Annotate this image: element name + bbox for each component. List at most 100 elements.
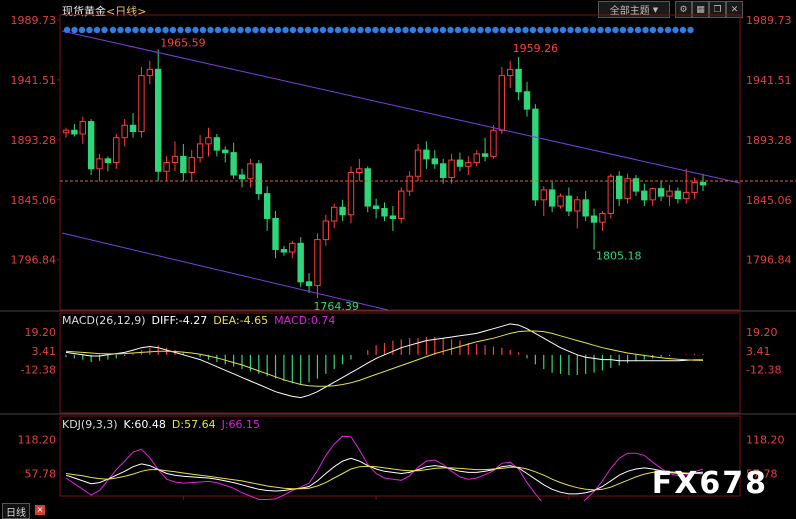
kdj-legend-k: K:60.48 bbox=[123, 418, 166, 431]
event-dot bbox=[289, 26, 297, 34]
low-label: 1805.18 bbox=[596, 250, 642, 263]
low-label: 1764.39 bbox=[313, 300, 359, 313]
candle-body bbox=[188, 157, 195, 174]
candle-body bbox=[439, 163, 447, 178]
close-button[interactable]: ✕ bbox=[726, 1, 743, 18]
event-dot bbox=[282, 26, 289, 34]
event-dot bbox=[627, 26, 634, 34]
trendline-upper bbox=[61, 30, 741, 184]
event-dot bbox=[589, 26, 597, 34]
event-dot bbox=[484, 26, 492, 34]
candle-body bbox=[322, 220, 330, 241]
candle-body bbox=[632, 178, 640, 192]
settings-button[interactable]: ⚙ bbox=[675, 1, 692, 18]
event-dot bbox=[402, 26, 409, 34]
event-dot bbox=[297, 26, 304, 34]
candle-body bbox=[87, 121, 95, 170]
event-dot bbox=[447, 26, 454, 34]
candle-body bbox=[263, 193, 271, 219]
tab-daily[interactable]: 日线 bbox=[2, 503, 30, 519]
price-tick-right: 1845.06 bbox=[746, 194, 792, 207]
restore-icon: ❐ bbox=[713, 4, 722, 15]
event-dot bbox=[454, 26, 462, 34]
event-dot bbox=[612, 26, 619, 34]
macd-tick-left: -12.38 bbox=[21, 364, 56, 377]
event-dot bbox=[439, 26, 447, 34]
macd-legend-dea: DEA:-4.65 bbox=[213, 314, 269, 327]
candle-body bbox=[289, 242, 296, 253]
candle-body bbox=[674, 190, 682, 200]
event-dot bbox=[634, 26, 642, 34]
restore-button[interactable]: ❐ bbox=[709, 1, 726, 18]
candle-body bbox=[557, 195, 564, 207]
event-dot bbox=[177, 26, 184, 34]
candle-body bbox=[247, 163, 254, 180]
candle-body bbox=[515, 68, 522, 93]
event-dot bbox=[199, 26, 207, 34]
chevron-down-icon: ▼ bbox=[652, 5, 659, 14]
event-dot bbox=[169, 26, 177, 34]
kdj-tick-left: 57.78 bbox=[25, 468, 57, 481]
candle-body bbox=[314, 239, 321, 287]
close-tab-icon[interactable]: × bbox=[35, 505, 45, 515]
event-dot bbox=[597, 26, 604, 34]
candle-body bbox=[121, 124, 128, 139]
candle-body bbox=[448, 159, 455, 178]
event-dot bbox=[259, 26, 267, 34]
event-dot bbox=[124, 26, 132, 34]
candle-body bbox=[456, 159, 464, 167]
candle-body bbox=[389, 215, 397, 219]
gear-icon: ⚙ bbox=[679, 4, 688, 15]
candle-body bbox=[523, 91, 531, 110]
candle-body bbox=[213, 137, 221, 151]
macd-legend-macd: MACD:0.74 bbox=[274, 314, 336, 327]
event-dot bbox=[574, 26, 582, 34]
candle-body bbox=[129, 124, 137, 132]
candle-body bbox=[104, 158, 112, 164]
candle-body bbox=[406, 175, 413, 192]
event-dot bbox=[274, 26, 282, 34]
event-dot bbox=[522, 26, 529, 34]
candle-body bbox=[465, 162, 472, 167]
kdj-tick-right: 57.78 bbox=[746, 468, 778, 481]
event-dot bbox=[207, 26, 214, 34]
high-label: 1965.59 bbox=[160, 36, 206, 49]
candle-body bbox=[657, 188, 665, 197]
macd-dea-line bbox=[65, 330, 704, 387]
candle-body bbox=[414, 149, 422, 177]
grid-icon: ▦ bbox=[696, 4, 705, 15]
candle-body bbox=[565, 195, 573, 212]
candle-body bbox=[372, 205, 380, 210]
event-dot bbox=[252, 26, 259, 34]
event-dot bbox=[334, 26, 342, 34]
event-dot bbox=[342, 26, 349, 34]
event-dot bbox=[101, 26, 108, 34]
event-dot bbox=[664, 26, 672, 34]
event-dot bbox=[492, 26, 499, 34]
event-dot bbox=[604, 26, 612, 34]
macd-tick-right: 3.41 bbox=[746, 345, 771, 358]
candle-body bbox=[498, 75, 506, 131]
kdj-tick-left: 118.20 bbox=[18, 433, 57, 446]
tab-daily-label: 日线 bbox=[6, 507, 26, 519]
macd-tick-left: 3.41 bbox=[32, 345, 57, 358]
event-dot bbox=[529, 26, 537, 34]
template-dropdown[interactable]: 全部主题 ▼ bbox=[598, 1, 670, 18]
grid-button[interactable]: ▦ bbox=[692, 1, 709, 18]
candle-body bbox=[180, 155, 187, 174]
watermark: FX678 bbox=[651, 466, 768, 501]
event-dot bbox=[379, 26, 387, 34]
candle-body bbox=[331, 206, 338, 222]
price-tick-left: 1989.73 bbox=[11, 14, 57, 27]
candle-body bbox=[490, 129, 497, 157]
price-tick-left: 1845.06 bbox=[11, 194, 57, 207]
candle-body bbox=[624, 178, 631, 200]
macd-legend-diff: DIFF:-4.27 bbox=[151, 314, 208, 327]
event-dot bbox=[267, 26, 274, 34]
event-dot bbox=[544, 26, 552, 34]
candle-body bbox=[230, 152, 237, 176]
candle-body bbox=[607, 175, 615, 215]
event-dot bbox=[567, 26, 574, 34]
event-dot bbox=[117, 26, 124, 34]
